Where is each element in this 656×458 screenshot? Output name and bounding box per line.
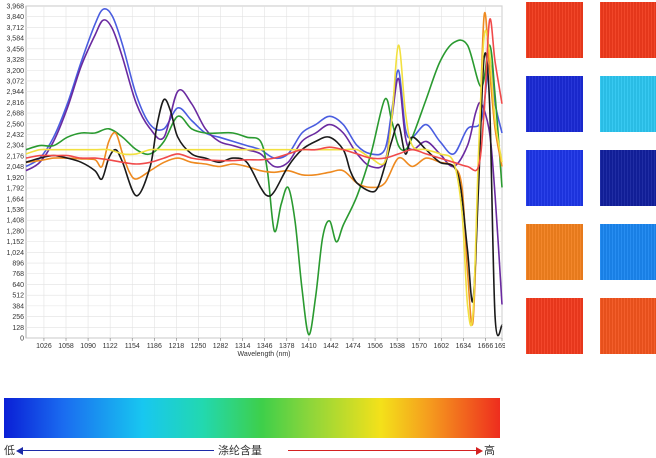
x-tick-label: 1442 (323, 343, 339, 350)
y-tick-label: 2,048 (6, 164, 24, 171)
spectrum-chart-svg: 0 128 256 384 512 640 768 896 1,024 1,152 1,280 1,4… (6, 4, 505, 359)
y-tick-label: 512 (12, 293, 24, 300)
x-tick-label: 1378 (279, 343, 295, 350)
x-tick-label: 1090 (80, 343, 96, 350)
x-tick-label: 1474 (345, 343, 361, 350)
y-tick-label: 3,712 (6, 25, 24, 32)
spectrum-chart: 0 128 256 384 512 640 768 896 1,024 1,152 1,280 1,4… (6, 4, 505, 359)
y-tick-label: 896 (12, 261, 24, 268)
y-tick-label: 1,408 (6, 218, 24, 225)
y-tick-label: 1,280 (6, 228, 24, 235)
x-tick-label: 1026 (36, 343, 52, 350)
sample-swatch-grid (522, 0, 656, 360)
x-tick-label: 1218 (169, 343, 185, 350)
y-tick-label: 2,432 (6, 132, 24, 139)
y-tick-label: 1,920 (6, 175, 24, 182)
x-tick-label: 1690 (494, 343, 505, 350)
arrow-left-icon (16, 447, 23, 455)
low-label: 低 (4, 445, 15, 457)
sample-swatch (526, 76, 583, 132)
y-tick-label: 2,176 (6, 153, 24, 160)
y-tick-label: 1,536 (6, 207, 24, 214)
x-tick-label: 1154 (125, 343, 140, 350)
x-tick-label: 1186 (147, 343, 162, 350)
sample-swatch (526, 224, 583, 280)
sample-swatch (600, 76, 656, 132)
x-tick-label: 1122 (103, 343, 118, 350)
y-tick-label: 3,456 (6, 46, 24, 53)
y-tick-label: 1,792 (6, 186, 24, 193)
x-axis-title: Wavelength (nm) (237, 351, 290, 358)
y-tick-label: 640 (12, 282, 24, 289)
y-tick-label: 1,664 (6, 196, 24, 203)
high-label: 高 (484, 445, 495, 457)
y-tick-label: 2,944 (6, 89, 24, 96)
arrow-right-icon (476, 447, 483, 455)
y-tick-label: 1,152 (6, 239, 24, 246)
y-tick-label: 3,072 (6, 78, 24, 85)
y-tick-label: 768 (12, 271, 24, 278)
sample-swatch (600, 150, 656, 206)
x-tick-label: 1410 (301, 343, 317, 350)
y-tick-label: 384 (12, 303, 24, 310)
y-tick-label: 3,840 (6, 14, 24, 21)
spectrum-series-line (25, 39, 503, 336)
colorbar-legend: 低 涤纶含量 高 (0, 440, 505, 458)
y-tick-label: 3,200 (6, 68, 24, 75)
polyester-content-colorbar (4, 398, 500, 438)
sample-swatch (600, 298, 656, 354)
y-tick-label: 3,968 (6, 4, 24, 11)
arrow-right-line (288, 450, 478, 451)
x-tick-label: 1058 (58, 343, 74, 350)
y-tick-label: 3,328 (6, 57, 24, 64)
spectrum-series-line (25, 18, 503, 172)
sample-swatch (526, 2, 583, 58)
x-tick-label: 1506 (367, 343, 383, 350)
y-tick-label: 2,560 (6, 121, 24, 128)
colorbar-title: 涤纶含量 (218, 445, 262, 457)
sample-swatch (526, 150, 583, 206)
x-tick-label: 1602 (434, 343, 450, 350)
y-tick-label: 256 (12, 314, 24, 321)
x-tick-label: 1314 (235, 343, 251, 350)
y-tick-label: 2,688 (6, 111, 24, 118)
y-tick-label: 1,024 (6, 250, 24, 257)
sample-swatch (600, 224, 656, 280)
x-tick-label: 1346 (257, 343, 273, 350)
x-tick-label: 1570 (411, 343, 427, 350)
x-tick-label: 1634 (456, 343, 472, 350)
y-tick-label: 3,584 (6, 36, 24, 43)
sample-swatch (526, 298, 583, 354)
spectrum-series-line (25, 8, 503, 168)
x-tick-label: 1538 (389, 343, 405, 350)
x-tick-label: 1666 (478, 343, 494, 350)
arrow-left-line (18, 450, 214, 451)
y-tick-label: 0 (20, 336, 24, 343)
sample-swatch (600, 2, 656, 58)
y-tick-label: 128 (12, 325, 24, 332)
y-tick-label: 2,816 (6, 100, 24, 107)
x-tick-label: 1250 (191, 343, 207, 350)
x-tick-label: 1282 (213, 343, 229, 350)
y-tick-label: 2,304 (6, 143, 24, 150)
